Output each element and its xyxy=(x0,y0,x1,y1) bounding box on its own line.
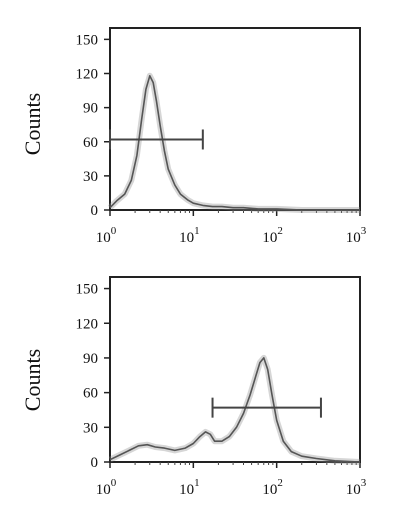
x-tick-base: 10 xyxy=(262,230,277,246)
x-tick-base: 10 xyxy=(179,482,194,498)
x-tick-base: 10 xyxy=(96,230,111,246)
y-tick-label: 120 xyxy=(76,67,99,83)
x-tick-label: 100 xyxy=(96,477,117,498)
x-tick-exponent: 3 xyxy=(361,225,367,237)
x-tick-label: 103 xyxy=(346,225,367,246)
y-tick-label: 120 xyxy=(76,316,99,332)
y-tick-label: 90 xyxy=(83,101,98,117)
x-tick-exponent: 0 xyxy=(111,225,117,237)
x-tick-exponent: 1 xyxy=(194,225,200,237)
y-tick-label: 150 xyxy=(76,32,99,48)
y-tick-label: 30 xyxy=(83,420,98,436)
x-tick-exponent: 0 xyxy=(111,477,117,489)
y-axis-label: Counts xyxy=(20,349,45,411)
x-tick-exponent: 2 xyxy=(277,477,283,489)
x-tick-exponent: 3 xyxy=(361,477,367,489)
x-tick-label: 102 xyxy=(262,225,283,246)
x-tick-label: 102 xyxy=(262,477,283,498)
y-tick-label: 60 xyxy=(83,135,98,151)
x-tick-base: 10 xyxy=(96,482,111,498)
histogram-halo xyxy=(108,354,361,465)
y-tick-label: 30 xyxy=(83,169,98,185)
x-tick-base: 10 xyxy=(346,230,361,246)
x-tick-base: 10 xyxy=(179,230,194,246)
y-tick-label: 0 xyxy=(91,203,99,219)
x-tick-label: 101 xyxy=(179,225,200,246)
y-tick-label: 0 xyxy=(91,455,99,471)
x-tick-base: 10 xyxy=(346,482,361,498)
x-tick-exponent: 1 xyxy=(194,477,200,489)
y-tick-label: 90 xyxy=(83,351,98,367)
plot-frame xyxy=(109,276,361,463)
x-tick-label: 100 xyxy=(96,225,117,246)
x-tick-base: 10 xyxy=(262,482,277,498)
y-tick-label: 150 xyxy=(76,282,99,298)
histogram-halo xyxy=(107,72,360,213)
y-axis-label: Counts xyxy=(20,93,45,155)
plot-frame xyxy=(109,27,361,211)
histogram-line xyxy=(109,75,360,211)
x-tick-exponent: 2 xyxy=(277,225,283,237)
x-tick-label: 101 xyxy=(179,477,200,498)
histogram-line xyxy=(109,357,361,463)
x-tick-label: 103 xyxy=(346,477,367,498)
y-tick-label: 60 xyxy=(83,386,98,402)
